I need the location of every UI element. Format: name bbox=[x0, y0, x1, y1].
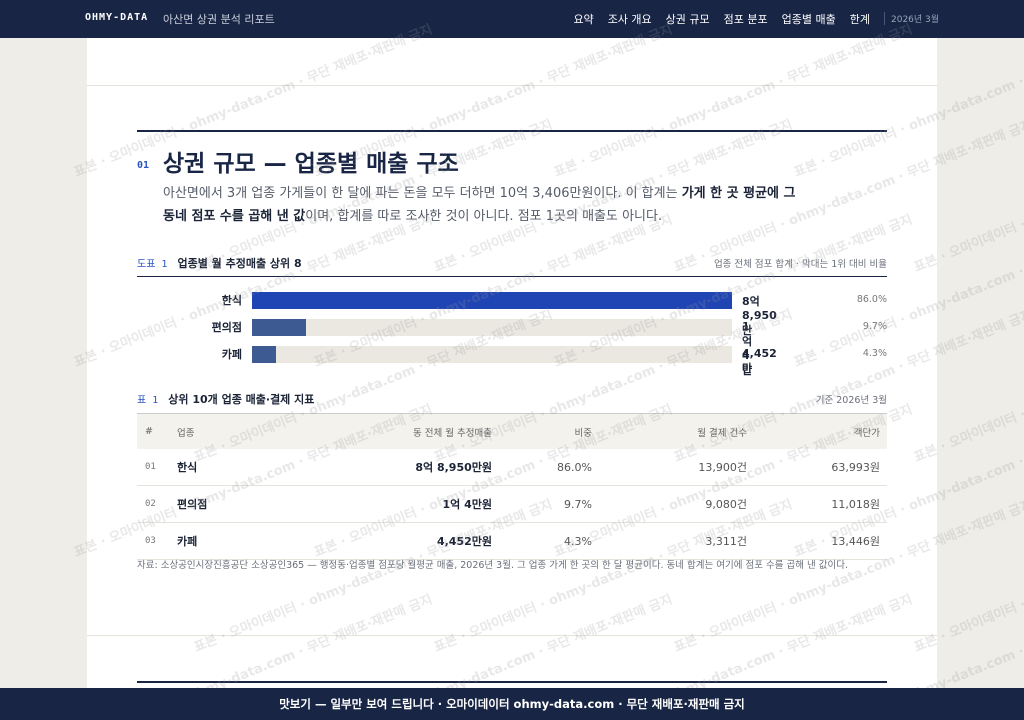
nav-bar: OHMY-DATA 아산면 상권 분석 리포트 요약 조사 개요 상권 규모 점포 분… bbox=[0, 0, 1024, 38]
table-row: 01 한식 8억 8,950만원 86.0% 13,900건 63,993원 bbox=[137, 449, 887, 486]
nav-link[interactable]: 한계 bbox=[849, 13, 870, 26]
section-number: 01 bbox=[137, 160, 150, 171]
table-cell: 9,080건 bbox=[599, 485, 754, 523]
nav-links: 요약 조사 개요 상권 규모 점포 분포 업종별 매출 한계 bbox=[573, 11, 870, 27]
column-header: 월 결제 건수 bbox=[599, 413, 754, 449]
figure-caption: 도표 1 업종별 월 추정매출 상위 8 bbox=[137, 255, 302, 271]
column-header: # bbox=[137, 413, 169, 449]
bar-track bbox=[252, 346, 732, 363]
value-label: 4,452만 bbox=[742, 347, 777, 375]
column-header: 객단가 bbox=[754, 413, 887, 449]
table-cell: 한식 bbox=[169, 449, 299, 486]
source-note: 자료: 소상공인시장진흥공단 소상공인365 — 행정동·업종별 점포당 월평균… bbox=[137, 560, 849, 571]
table: # 업종 동 전체 월 추정매출 비중 월 결제 건수 객단가 01 한식 8억 8,950만… bbox=[137, 413, 887, 560]
share-label: 9.7% bbox=[862, 321, 887, 332]
table-row: 02 편의점 1억 4만원 9.7% 9,080건 11,018원 bbox=[137, 485, 887, 523]
panel bbox=[87, 38, 937, 688]
share-label: 4.3% bbox=[862, 348, 887, 359]
bar bbox=[252, 292, 732, 309]
value-label: 8억 8,950만 bbox=[742, 295, 777, 337]
share-label: 86.0% bbox=[856, 294, 887, 305]
table-cell: 4,452만원 bbox=[299, 522, 499, 560]
table-cell: 편의점 bbox=[169, 485, 299, 523]
bar bbox=[252, 319, 306, 336]
lead-emphasis: 가게 한 곳 평균에 그 동네 점포 수를 곱해 낸 값 bbox=[163, 186, 796, 224]
footer-banner: 맛보기 — 일부만 보여 드립니다 · 오마이데이터 ohmy-data.com… bbox=[0, 688, 1024, 720]
table-caption: 표 1 상위 10개 업종 매출·결제 지표 bbox=[137, 391, 314, 407]
rule bbox=[137, 276, 887, 277]
figure-title: 업종별 월 추정매출 상위 8 bbox=[177, 257, 302, 270]
column-header: 비중 bbox=[499, 413, 599, 449]
rule bbox=[137, 681, 887, 683]
table-cell: 9.7% bbox=[499, 485, 599, 523]
table-cell: 02 bbox=[137, 485, 169, 523]
table-note: 기준 2026년 3월 bbox=[815, 395, 887, 406]
nav-link[interactable]: 조사 개요 bbox=[607, 13, 652, 26]
table-cell: 03 bbox=[137, 522, 169, 560]
nav-link[interactable]: 요약 bbox=[573, 13, 594, 26]
table-cell: 8억 8,950만원 bbox=[299, 449, 499, 486]
table-cell: 13,900건 bbox=[599, 449, 754, 486]
table-cell: 63,993원 bbox=[754, 449, 887, 486]
table-cell: 3,311건 bbox=[599, 522, 754, 560]
value-label: 1억 4만 bbox=[742, 320, 753, 377]
category-label: 편의점 bbox=[211, 321, 242, 334]
figure-note: 업종 전체 점포 합계 · 막대는 1위 대비 비율 bbox=[713, 259, 887, 270]
nav-link[interactable]: 상권 규모 bbox=[665, 13, 710, 26]
rule bbox=[137, 130, 887, 132]
table-row: 03 카페 4,452만원 4.3% 3,311건 13,446원 bbox=[137, 522, 887, 560]
lead: 아산면에서 3개 업종 가게들이 한 달에 파는 돈을 모두 더하면 10억 3… bbox=[163, 182, 803, 228]
column-header: 동 전체 월 추정매출 bbox=[299, 413, 499, 449]
header-row: # 업종 동 전체 월 추정매출 비중 월 결제 건수 객단가 bbox=[137, 413, 887, 449]
lead-text: 이며, 합계를 따로 조사한 것이 아니다. 점포 1곳의 매출도 아니다. bbox=[305, 209, 663, 224]
section-title: 상권 규모 — 업종별 매출 구조 bbox=[163, 151, 459, 177]
table-cell: 4.3% bbox=[499, 522, 599, 560]
report-title: 아산면 상권 분석 리포트 bbox=[163, 13, 275, 26]
table-cell: 카페 bbox=[169, 522, 299, 560]
table-cell: 1억 4만원 bbox=[299, 485, 499, 523]
table-title: 상위 10개 업종 매출·결제 지표 bbox=[168, 393, 315, 406]
bar bbox=[252, 346, 277, 363]
nav-link[interactable]: 점포 분포 bbox=[723, 13, 768, 26]
divider bbox=[87, 85, 937, 86]
figure-label: 도표 1 bbox=[137, 259, 168, 270]
brand[interactable]: OHMY-DATA bbox=[85, 12, 149, 23]
category-label: 한식 bbox=[221, 294, 242, 307]
table-label: 표 1 bbox=[137, 395, 159, 406]
category-label: 카페 bbox=[221, 348, 242, 361]
bar-track bbox=[252, 319, 732, 336]
column-header: 업종 bbox=[169, 413, 299, 449]
lead-text: 아산면에서 3개 업종 가게들이 한 달에 파는 돈을 모두 더하면 10억 3… bbox=[163, 186, 682, 201]
date: 2026년 3월 bbox=[884, 12, 939, 25]
table-cell: 11,018원 bbox=[754, 485, 887, 523]
table-cell: 86.0% bbox=[499, 449, 599, 486]
nav-link[interactable]: 업종별 매출 bbox=[781, 13, 836, 26]
divider bbox=[87, 635, 937, 636]
table-cell: 13,446원 bbox=[754, 522, 887, 560]
table-cell: 01 bbox=[137, 449, 169, 486]
